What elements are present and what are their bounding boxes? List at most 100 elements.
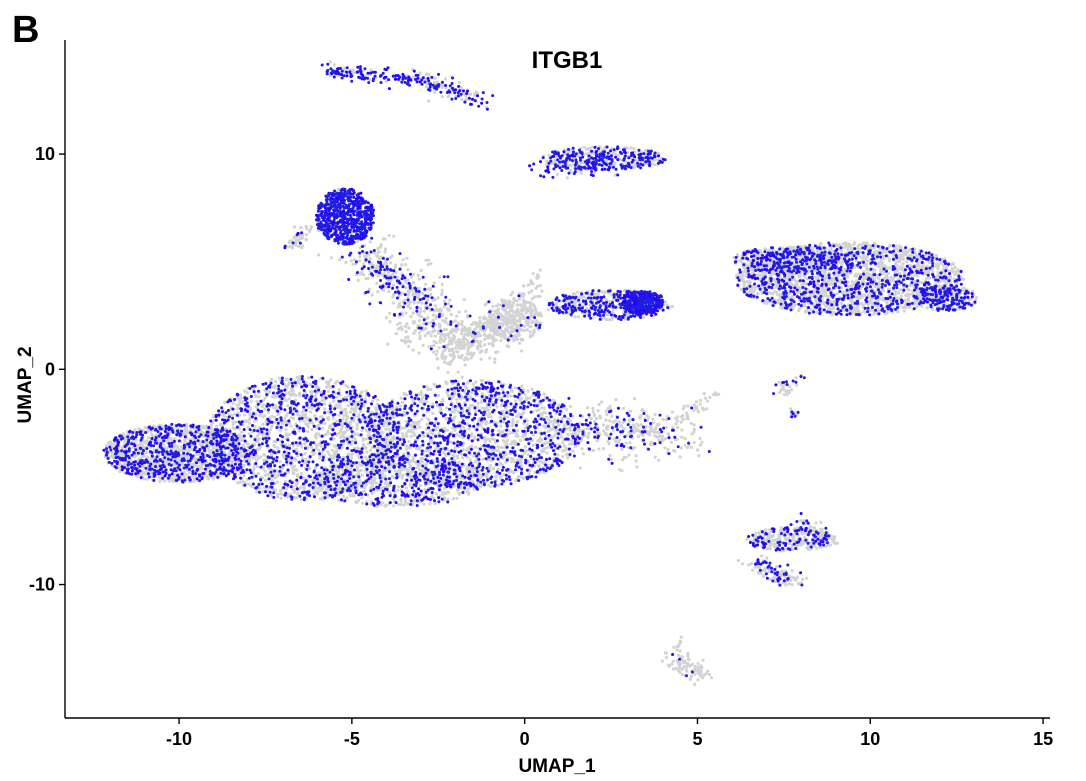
scatter-point	[294, 393, 298, 397]
scatter-point	[308, 410, 313, 414]
scatter-point	[346, 452, 350, 456]
scatter-point	[496, 449, 500, 453]
scatter-point	[341, 417, 345, 421]
scatter-point	[249, 399, 253, 403]
scatter-point	[248, 406, 252, 411]
scatter-point	[561, 449, 565, 453]
scatter-point	[118, 469, 122, 474]
scatter-point	[565, 407, 569, 412]
scatter-point	[545, 451, 549, 455]
scatter-point	[519, 328, 524, 332]
scatter-point	[683, 443, 687, 447]
scatter-point	[476, 401, 480, 405]
scatter-point	[381, 458, 386, 463]
scatter-point	[568, 419, 573, 423]
scatter-point	[270, 395, 274, 399]
scatter-point	[140, 443, 144, 447]
scatter-point	[328, 453, 332, 457]
scatter-point	[396, 488, 400, 492]
scatter-point	[611, 428, 615, 432]
scatter-point	[307, 376, 311, 380]
scatter-point	[447, 490, 451, 495]
scatter-point	[522, 411, 526, 415]
scatter-point	[531, 443, 535, 447]
scatter-point	[663, 446, 667, 450]
scatter-point	[301, 409, 306, 413]
scatter-point	[597, 402, 601, 406]
scatter-point	[514, 399, 518, 403]
scatter-point	[441, 352, 445, 356]
scatter-point	[468, 458, 472, 462]
scatter-point	[632, 430, 636, 435]
scatter-point	[412, 331, 416, 335]
scatter-point	[453, 446, 457, 450]
scatter-point	[515, 303, 519, 307]
scatter-point	[510, 457, 514, 461]
scatter-point	[247, 443, 251, 447]
scatter-point	[610, 458, 614, 462]
scatter-point	[649, 427, 653, 431]
scatter-point	[499, 339, 503, 343]
scatter-point	[399, 497, 403, 501]
scatter-point	[435, 349, 439, 353]
scatter-point	[537, 465, 541, 469]
scatter-point	[698, 398, 703, 402]
scatter-point	[107, 441, 111, 445]
scatter-point	[348, 410, 352, 414]
scatter-point	[461, 456, 465, 460]
scatter-point	[182, 438, 187, 442]
scatter-point	[142, 466, 146, 470]
scatter-point	[420, 417, 424, 421]
scatter-point	[457, 338, 461, 342]
scatter-point	[520, 384, 524, 388]
scatter-point	[431, 496, 436, 500]
scatter-point	[418, 306, 422, 310]
scatter-point	[443, 337, 447, 341]
scatter-point	[519, 460, 523, 464]
scatter-point	[486, 437, 491, 441]
scatter-point	[549, 420, 553, 424]
scatter-point	[482, 329, 486, 333]
scatter-point	[580, 447, 584, 451]
scatter-point	[355, 406, 360, 410]
scatter-point	[330, 448, 335, 452]
scatter-point	[171, 477, 175, 481]
scatter-point	[635, 428, 639, 432]
scatter-point	[504, 316, 508, 320]
scatter-point	[506, 393, 510, 397]
scatter-point	[206, 474, 210, 478]
scatter-point	[621, 421, 625, 425]
scatter-point	[536, 294, 540, 299]
scatter-point	[425, 422, 429, 426]
scatter-point	[460, 375, 464, 379]
scatter-point	[523, 426, 528, 430]
scatter-point	[678, 455, 682, 459]
scatter-point	[627, 419, 631, 423]
scatter-point	[404, 330, 408, 334]
scatter-point	[337, 388, 341, 392]
scatter-point	[518, 438, 523, 442]
scatter-point	[689, 445, 693, 450]
scatter-point	[440, 480, 444, 484]
scatter-point	[444, 380, 448, 384]
scatter-point	[480, 349, 484, 353]
scatter-point	[385, 481, 389, 485]
scatter-point	[359, 409, 363, 413]
scatter-point	[464, 329, 468, 333]
scatter-point	[434, 491, 438, 495]
scatter-point	[460, 329, 464, 334]
scatter-point	[209, 423, 213, 428]
scatter-point	[426, 388, 430, 392]
scatter-point	[467, 406, 471, 410]
scatter-point	[460, 395, 464, 399]
scatter-point	[120, 454, 124, 458]
scatter-point	[561, 441, 565, 445]
scatter-point	[535, 409, 539, 413]
scatter-point	[169, 437, 173, 441]
scatter-point	[540, 289, 544, 293]
scatter-point	[610, 414, 614, 418]
scatter-point	[388, 491, 392, 495]
scatter-point	[538, 311, 542, 315]
scatter-point	[460, 319, 464, 323]
scatter-point	[644, 424, 648, 428]
